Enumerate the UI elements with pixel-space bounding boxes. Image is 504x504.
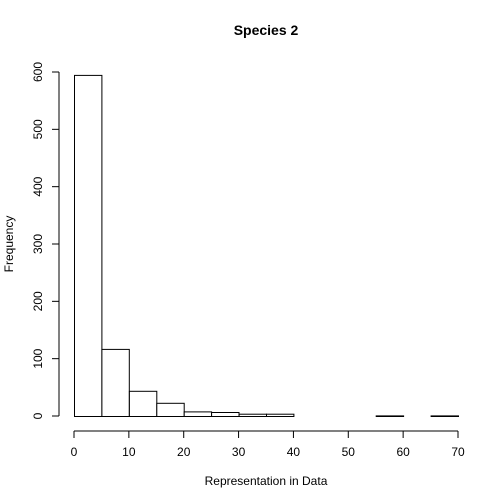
x-tick-label-40: 40 (287, 445, 301, 459)
x-tick-label-20: 20 (177, 445, 191, 459)
x-tick-label-60: 60 (396, 445, 410, 459)
histogram-bar-11 (376, 416, 403, 417)
x-tick-label-50: 50 (342, 445, 356, 459)
x-tick-label-10: 10 (122, 445, 136, 459)
x-tick-label-0: 0 (71, 445, 78, 459)
histogram-bar-6 (239, 414, 266, 416)
bars-group (75, 75, 459, 416)
x-tick-label-70: 70 (451, 445, 465, 459)
x-axis-label: Representation in Data (205, 474, 328, 488)
histogram-bar-3 (157, 403, 184, 416)
y-tick-label-500: 500 (31, 119, 45, 139)
histogram-bar-4 (184, 412, 211, 417)
histogram-bar-1 (102, 349, 129, 416)
x-axis: 0 10 20 30 40 50 60 70 (71, 431, 465, 459)
histogram-bar-5 (212, 413, 239, 417)
y-tick-label-100: 100 (31, 348, 45, 368)
y-tick-label-600: 600 (31, 62, 45, 82)
histogram-bar-7 (267, 414, 294, 416)
histogram-bar-0 (75, 75, 102, 416)
y-tick-label-300: 300 (31, 234, 45, 254)
chart-title: Species 2 (234, 22, 299, 38)
y-axis-label: Frequency (2, 216, 16, 273)
histogram-bar-2 (129, 391, 156, 416)
y-tick-label-200: 200 (31, 291, 45, 311)
y-tick-label-400: 400 (31, 176, 45, 196)
y-axis: 0 100 200 300 400 500 600 (31, 62, 59, 420)
y-tick-label-0: 0 (31, 412, 45, 419)
x-tick-label-30: 30 (232, 445, 246, 459)
histogram-bar-13 (431, 416, 458, 417)
